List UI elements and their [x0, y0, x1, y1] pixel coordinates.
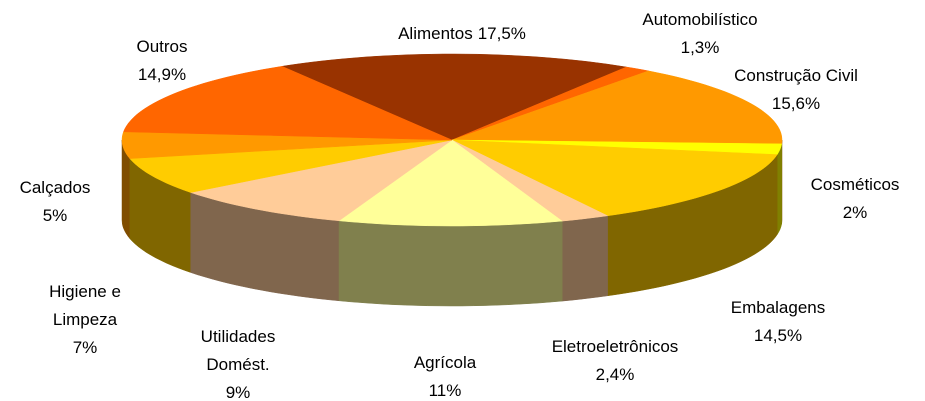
slice-label: Eletroeletrônicos 2,4%: [525, 333, 705, 389]
category-name: Eletroeletrônicos: [551, 337, 679, 356]
category-name: Agrícola: [413, 353, 477, 372]
slice: [281, 53, 628, 141]
slice: [189, 139, 453, 222]
value-label: 14,5%: [753, 326, 803, 345]
value-label: 17,5%: [477, 24, 526, 43]
slice-label: Utilidades Domést. 9%: [183, 323, 293, 401]
slice-label: Embalagens 14,5%: [718, 294, 838, 350]
category-name: Outros: [136, 37, 188, 56]
slice-label: Alimentos 17,5%: [352, 20, 572, 48]
value-label: 15,6%: [771, 94, 821, 113]
slice-side: [776, 143, 782, 236]
slice: [451, 139, 609, 222]
slice: [129, 139, 453, 193]
category-name: Higiene e Limpeza: [49, 282, 121, 329]
slice-side: [561, 215, 608, 302]
category-name: Calçados: [19, 178, 91, 197]
slice-label: Construção Civil 15,6%: [706, 62, 886, 118]
value-label: 9%: [225, 383, 251, 401]
value-label: 1,3%: [680, 38, 720, 57]
value-label: 5%: [42, 206, 68, 225]
category-name: Automobilístico: [642, 10, 758, 29]
value-label: 14,9%: [137, 65, 187, 84]
category-name: Cosméticos: [810, 175, 900, 194]
slice-label: Cosméticos 2%: [795, 171, 915, 227]
slice: [123, 66, 453, 141]
slice: [451, 139, 778, 217]
slice-label: Outros 14,9%: [112, 33, 212, 89]
value-label: 7%: [72, 338, 98, 357]
value-label: 11%: [428, 381, 462, 400]
slice: [338, 139, 563, 227]
slice-label: Automobilístico 1,3%: [615, 6, 785, 62]
slice: [451, 70, 783, 145]
slice-label: Calçados 5%: [5, 174, 105, 230]
value-label: 2%: [842, 203, 868, 222]
category-name: Utilidades Domést.: [200, 327, 276, 374]
category-name: Construção Civil: [734, 66, 858, 85]
value-label: 2,4%: [595, 365, 635, 384]
slice: [121, 131, 453, 159]
category-name: Alimentos: [398, 24, 473, 43]
slice-side: [338, 220, 563, 307]
slice-label: Higiene e Limpeza 7%: [40, 278, 130, 362]
category-name: Embalagens: [730, 298, 826, 317]
slice-label: Agrícola 11%: [395, 349, 495, 401]
